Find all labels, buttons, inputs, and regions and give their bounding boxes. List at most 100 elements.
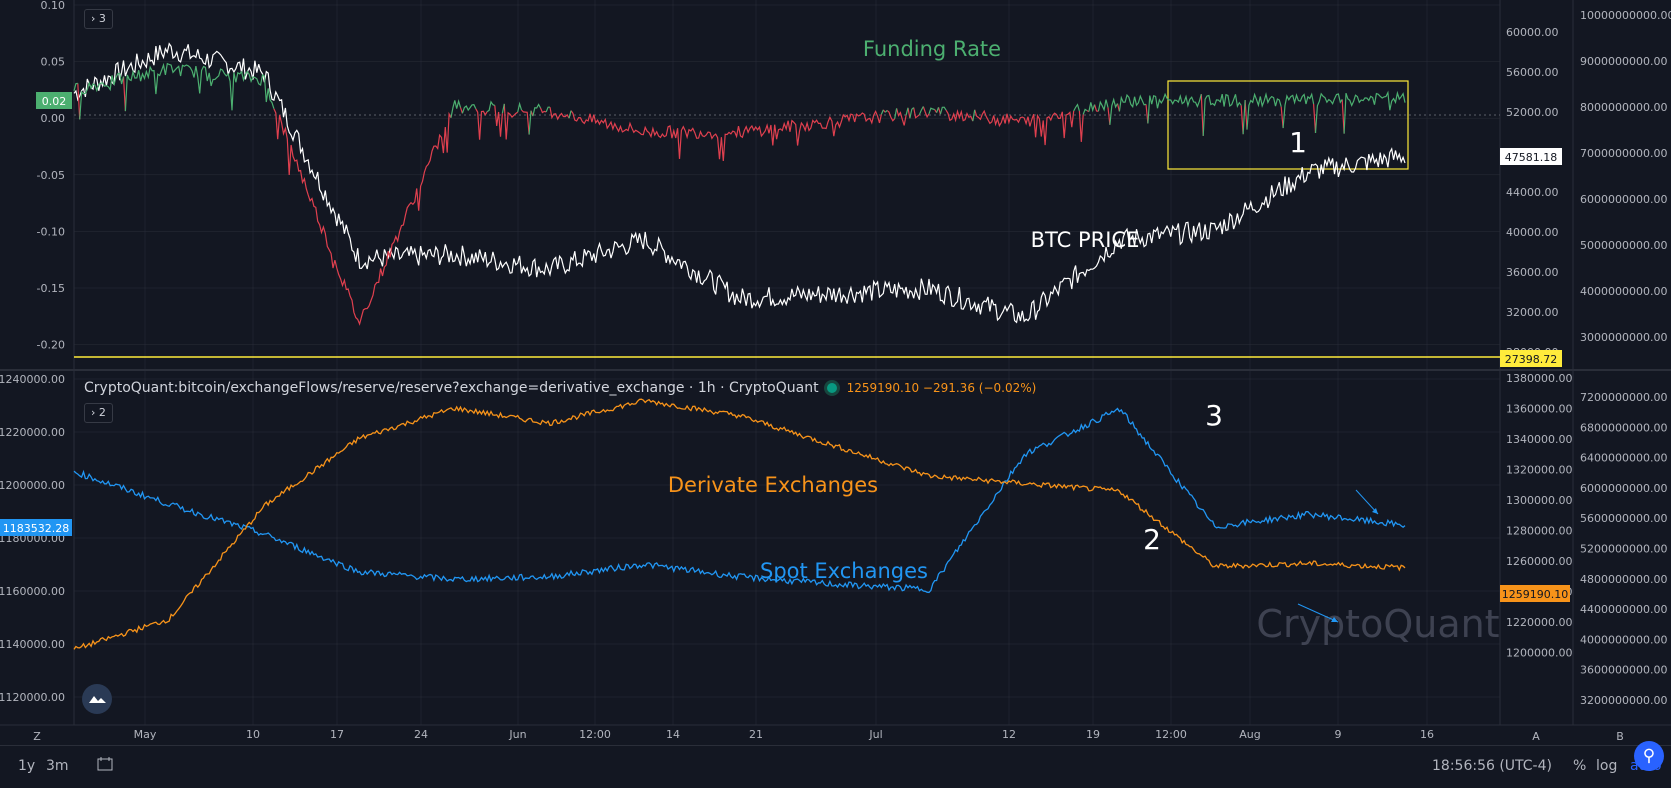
series-legend[interactable]: CryptoQuant:bitcoin/exchangeFlows/reserv… [84,380,1036,396]
derivative-scale-tick: 1340000.00 [1506,433,1572,446]
derivative-scale-tick: 1260000.00 [1506,555,1572,568]
spot-scale-tick: 1200000.00 [0,479,65,492]
btc-price-line[interactable] [73,42,1406,324]
derivative-reserve-badge-bg [1500,585,1570,602]
bottom-right-scale-tick: 5200000000.00 [1580,543,1667,556]
btc-scale-tick: 32000.00 [1506,306,1559,319]
date-range-icon[interactable] [97,756,115,776]
badge-layer: 0.02 47581.18 27398.72 1183532.28 1259190.10 [0,92,1570,602]
derivative-scale-tick: 1360000.00 [1506,403,1572,416]
bottom-right-scale-tick: 5600000000.00 [1580,512,1667,525]
axis-corner-left[interactable]: Z [33,730,41,743]
time-tick-label: Jun [508,728,526,741]
time-tick-label: 12:00 [1155,728,1187,741]
bottom-right-scale-tick: 6800000000.00 [1580,421,1667,434]
time-tick-label: Aug [1239,728,1260,741]
bottom-right-scale-tick: 3600000000.00 [1580,664,1667,677]
grid [74,0,1500,725]
funding-rate-title: Funding Rate [863,37,1001,61]
top-right-scale-tick: 10000000000.00 [1580,9,1671,22]
time-tick-label: 21 [749,728,763,741]
btc-scale-tick: 52000.00 [1506,106,1559,119]
arrow-head-deriv [1331,617,1338,622]
axis-corner-right[interactable]: B [1616,730,1624,743]
time-tick-label: 9 [1335,728,1342,741]
series-layer [73,42,1406,650]
top-right-scale-tick: 5000000000.00 [1580,239,1667,252]
spot-scale-tick: 1220000.00 [0,426,65,439]
top-pane-collapse-button[interactable]: › 3 [84,9,113,29]
btc-scale-tick: 44000.00 [1506,186,1559,199]
btc-price-badge: 47581.18 [1505,151,1558,164]
log-toggle[interactable]: log [1596,758,1618,774]
annotation-3: 3 [1205,399,1223,432]
top-right-scale-tick: 6000000000.00 [1580,193,1667,206]
bottom-right-scale-tick: 7200000000.00 [1580,391,1667,404]
time-tick-label: 17 [330,728,344,741]
time-tick-label: 12:00 [579,728,611,741]
cryptoquant-logo-icon[interactable] [82,684,112,714]
time-tick-label: 10 [246,728,260,741]
derivative-scale-tick: 1320000.00 [1506,464,1572,477]
time-tick-label: 16 [1420,728,1434,741]
annotation-1: 1 [1289,126,1307,159]
bottom-toolbar: 1y 3m 18:56:56 (UTC-4) % log auto [0,745,1671,788]
range-3m-button[interactable]: 3m [46,758,69,774]
funding-scale-tick: 0.05 [41,56,66,69]
spot-scale-tick: 1140000.00 [0,638,65,651]
clock-readout[interactable]: 18:56:56 (UTC-4) [1432,758,1552,774]
percent-toggle[interactable]: % [1573,758,1587,774]
funding-scale-tick: -0.10 [37,225,65,238]
legend-symbol[interactable]: CryptoQuant:bitcoin/exchangeFlows/reserv… [84,380,819,396]
tick-layer: May 10 17 24 Jun 12:00 14 21 Jul 12 19 12:00 Aug 9 16Z… [0,0,1671,743]
chart-canvas[interactable]: May 10 17 24 Jun 12:00 14 21 Jul 12 19 12:00 Aug 9 16Z… [0,0,1671,745]
bottom-right-scale-tick: 3200000000.00 [1580,694,1667,707]
bottom-right-scale-tick: 4400000000.00 [1580,603,1667,616]
spot-exchanges-line[interactable] [73,407,1406,594]
top-right-scale-tick: 4000000000.00 [1580,285,1667,298]
btc-scale-tick: 56000.00 [1506,66,1559,79]
funding-scale-tick: -0.05 [37,169,65,182]
time-tick-label: 24 [414,728,428,741]
funding-scale-tick: 0.00 [41,112,66,125]
bottom-right-scale-tick: 6000000000.00 [1580,482,1667,495]
top-right-scale-tick: 8000000000.00 [1580,101,1667,114]
spot-scale-tick: 1120000.00 [0,691,65,704]
top-right-scale-tick: 7000000000.00 [1580,147,1667,160]
low-price-badge: 27398.72 [1505,353,1558,366]
spot-scale-tick: 1240000.00 [0,373,65,386]
derivative-scale-tick: 1220000.00 [1506,616,1572,629]
derivative-reserve-badge: 1259190.10 [1502,588,1568,601]
time-tick-label: May [134,728,157,741]
btc-scale-tick: 60000.00 [1506,26,1559,39]
spot-scale-tick: 1160000.00 [0,585,65,598]
bottom-right-scale-tick: 4000000000.00 [1580,633,1667,646]
bottom-pane-collapse-button[interactable]: › 2 [84,403,113,423]
funding-rate-badge-bg [36,92,72,109]
arrow-down-deriv [1297,603,1339,623]
axis-corner-mid[interactable]: A [1532,730,1540,743]
bottom-right-scale-tick: 6400000000.00 [1580,452,1667,465]
funding-rate-badge: 0.02 [42,95,67,108]
highlight-box [1167,80,1409,170]
search-icon[interactable]: ⚲ [1634,741,1664,771]
range-1y-button[interactable]: 1y [18,758,36,774]
btc-scale-tick: 40000.00 [1506,226,1559,239]
arrow-head-spot [1372,508,1378,514]
derivative-scale-tick: 1300000.00 [1506,494,1572,507]
annotation-2: 2 [1143,523,1161,556]
funding-scale-tick: -0.15 [37,282,65,295]
btc-price-badge-bg [1500,148,1562,165]
spot-reserve-badge-bg [0,519,72,536]
cryptoquant-watermark: CryptoQuant [1256,602,1499,646]
derivative-exchanges-line[interactable] [73,398,1406,650]
low-price-badge-bg [1500,350,1562,367]
derivative-scale-tick: 1380000.00 [1506,372,1572,385]
derivative-scale-tick: 1200000.00 [1506,647,1572,660]
btc-scale-tick: 36000.00 [1506,266,1559,279]
live-status-dot-icon [826,383,837,393]
derivative-scale-tick: 1280000.00 [1506,525,1572,538]
funding-rate-positive-line[interactable] [73,62,1406,136]
spot-exchanges-title: Spot Exchanges [760,559,928,583]
time-tick-label: 14 [666,728,680,741]
